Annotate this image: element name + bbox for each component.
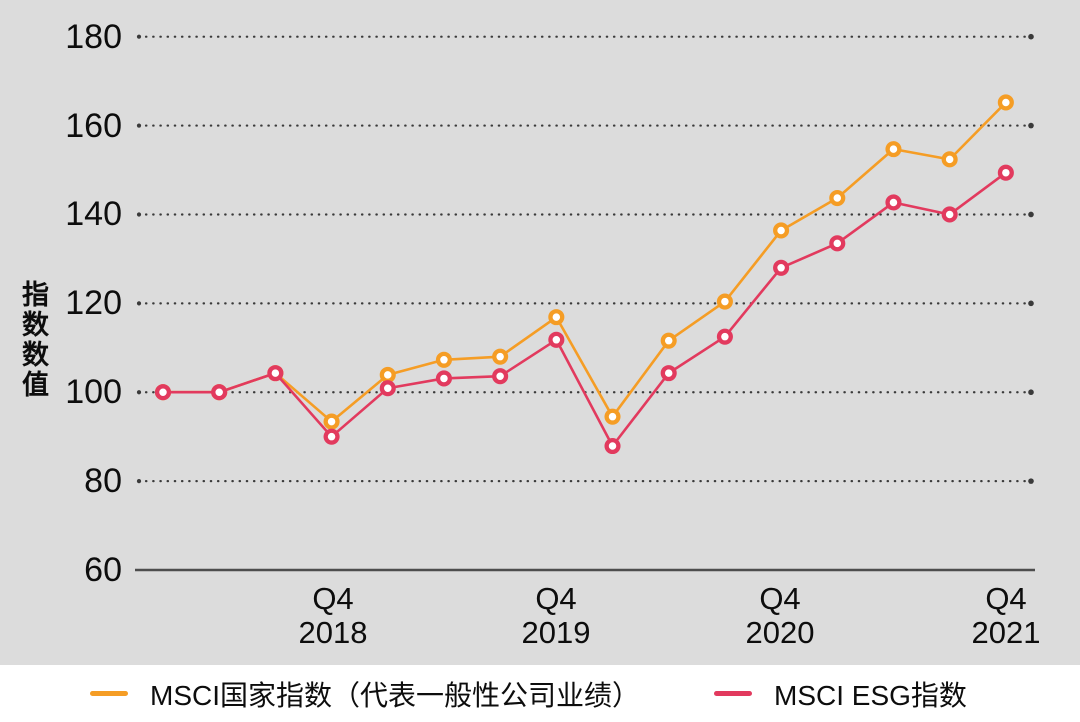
y-tick-120: 120 bbox=[65, 284, 122, 322]
y-tick-60: 60 bbox=[84, 551, 122, 589]
line-chart-plot bbox=[135, 33, 1035, 572]
legend-label-country-index: MSCI国家指数（代表一般性公司业绩） bbox=[150, 679, 641, 711]
y-tick-100: 100 bbox=[65, 373, 122, 411]
x-tick-year: 2018 bbox=[298, 615, 368, 650]
legend-label-esg-index: MSCI ESG指数 bbox=[774, 679, 967, 711]
y-tick-140: 140 bbox=[65, 195, 122, 233]
x-tick-quarter: Q4 bbox=[312, 581, 354, 616]
x-tick-q4-2021: Q4 2021 bbox=[936, 582, 1076, 650]
legend-item-msci-esg-index: MSCI ESG指数 bbox=[714, 665, 967, 722]
y-tick-160: 160 bbox=[65, 107, 122, 145]
legend-item-msci-country-index: MSCI国家指数（代表一般性公司业绩） bbox=[90, 665, 640, 722]
x-tick-q4-2020: Q4 2020 bbox=[710, 582, 850, 650]
x-tick-quarter: Q4 bbox=[759, 581, 801, 616]
x-tick-quarter: Q4 bbox=[535, 581, 577, 616]
plot-panel: 指数数值 180 160 140 120 100 80 60 Q4 2018 Q… bbox=[0, 0, 1080, 665]
x-tick-q4-2019: Q4 2019 bbox=[486, 582, 626, 650]
x-tick-year: 2019 bbox=[521, 615, 591, 650]
legend-swatch-esg-index bbox=[714, 691, 752, 696]
y-axis-title: 指数数值 bbox=[18, 280, 48, 400]
x-tick-year: 2021 bbox=[971, 615, 1041, 650]
y-tick-80: 80 bbox=[84, 462, 122, 500]
x-tick-year: 2020 bbox=[745, 615, 815, 650]
x-tick-quarter: Q4 bbox=[985, 581, 1027, 616]
y-tick-180: 180 bbox=[65, 18, 122, 56]
x-tick-q4-2018: Q4 2018 bbox=[263, 582, 403, 650]
legend-swatch-country-index bbox=[90, 691, 128, 696]
legend: MSCI国家指数（代表一般性公司业绩） MSCI ESG指数 bbox=[0, 665, 1080, 722]
